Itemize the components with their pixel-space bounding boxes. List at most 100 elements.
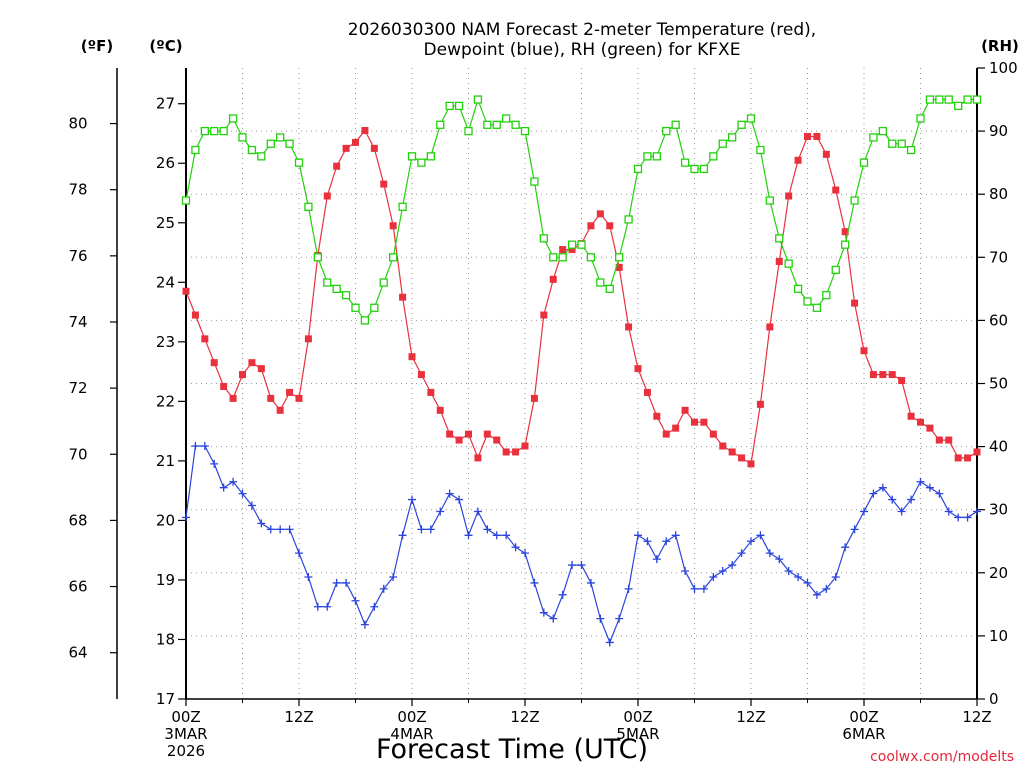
rh-point	[210, 126, 219, 136]
rh-point	[906, 145, 916, 155]
temperature-point	[672, 424, 680, 432]
temperature-point	[493, 436, 501, 444]
rh-point	[615, 253, 624, 262]
dewpoint-point	[351, 596, 360, 605]
axes	[110, 67, 985, 706]
temperature-point	[257, 365, 265, 373]
temperature-point	[521, 442, 529, 450]
rh-point	[549, 253, 558, 262]
dewpoint-point	[916, 477, 925, 486]
temperature-point	[964, 454, 972, 462]
rh-point	[803, 297, 812, 306]
rh-point	[313, 253, 322, 262]
temperature-point	[700, 418, 708, 426]
dewpoint-point	[690, 584, 699, 593]
celsius-tick-label: 22	[156, 392, 175, 410]
rh-point	[963, 95, 972, 104]
temperature-point	[333, 162, 341, 170]
rh-point	[925, 95, 935, 104]
dewpoint-point	[285, 525, 294, 534]
rh-point	[473, 95, 483, 104]
celsius-tick-label: 19	[156, 571, 175, 589]
dewpoint-point	[210, 459, 219, 468]
rh-tick-label: 80	[989, 185, 1008, 203]
dewpoint-point	[812, 590, 821, 599]
dewpoint-point	[577, 561, 586, 570]
celsius-tick-label: 17	[156, 690, 175, 708]
dewpoint-point	[869, 489, 878, 498]
rh-point	[351, 303, 360, 312]
temperature-point	[323, 192, 331, 200]
temperature-point	[540, 311, 548, 319]
rh-point	[954, 101, 963, 111]
rh-tick-label: 40	[989, 438, 1008, 456]
temperature-point	[596, 210, 604, 218]
x-tick-label: 12Z	[284, 708, 313, 726]
dewpoint-point	[841, 543, 850, 552]
dewpoint-point	[191, 442, 200, 451]
temperature-point	[738, 454, 746, 462]
dewpoint-point	[897, 507, 906, 516]
fahrenheit-unit-label: (ºF)	[81, 37, 113, 55]
dewpoint-point	[445, 489, 454, 498]
celsius-tick-label: 24	[156, 273, 175, 291]
rh-point	[680, 158, 690, 167]
dewpoint-point	[586, 578, 595, 587]
temperature-point	[549, 275, 557, 283]
temperature-point	[869, 371, 877, 379]
dewpoint-point	[370, 602, 379, 611]
temperature-point	[210, 359, 218, 367]
celsius-tick-label: 21	[156, 452, 175, 470]
rh-point	[718, 139, 727, 148]
rh-point	[746, 114, 756, 123]
dewpoint-point	[681, 567, 690, 576]
temperature-point	[352, 138, 359, 146]
temperature-point	[813, 132, 821, 140]
rh-point	[812, 303, 822, 312]
rh-point	[341, 291, 351, 300]
temperature-point	[926, 424, 934, 432]
rh-point	[888, 139, 897, 148]
dewpoint-point	[521, 549, 529, 558]
dewpoint-point	[963, 513, 972, 522]
x-tick-label: 12Z	[510, 708, 539, 726]
dewpoint-point	[925, 483, 934, 492]
rh-point	[398, 202, 407, 211]
dewpoint-point	[709, 572, 718, 581]
celsius-tick-label: 25	[156, 214, 175, 232]
dewpoint-point	[323, 602, 332, 611]
temperature-point	[851, 299, 859, 307]
x-tick-label: 00Z	[397, 708, 426, 726]
x-tick-label: 12Z	[962, 708, 991, 726]
fahrenheit-tick-label: 74	[68, 313, 87, 331]
x-tick-label: 4MAR	[390, 725, 433, 743]
dewpoint-point	[219, 483, 228, 492]
temperature-point	[229, 394, 237, 402]
rh-point	[276, 133, 285, 142]
temperature-point	[917, 418, 924, 426]
rh-point	[370, 303, 379, 312]
dewpoint-point	[737, 549, 746, 558]
rh-point	[784, 259, 793, 268]
rh-point	[897, 139, 906, 148]
temperature-point	[766, 323, 774, 331]
x-tick-label: 5MAR	[616, 725, 659, 743]
dewpoint-point	[342, 578, 351, 587]
temperature-point	[615, 263, 623, 271]
rh-point	[944, 95, 953, 104]
rh-point	[859, 158, 869, 167]
x-tick-label: 12Z	[736, 708, 765, 726]
temperature-point	[342, 144, 350, 152]
dewpoint-point	[907, 495, 916, 504]
rh-tick-label: 100	[989, 59, 1018, 77]
dewpoint-point	[747, 537, 755, 546]
temperature-point	[832, 186, 840, 194]
rh-point	[492, 120, 501, 129]
rh-series	[181, 95, 982, 325]
rh-point	[191, 145, 200, 155]
temperature-point	[954, 454, 962, 462]
dewpoint-point	[756, 531, 765, 540]
rh-point	[436, 120, 445, 129]
dewpoint-point	[662, 537, 671, 546]
fahrenheit-tick-label: 78	[68, 181, 87, 199]
